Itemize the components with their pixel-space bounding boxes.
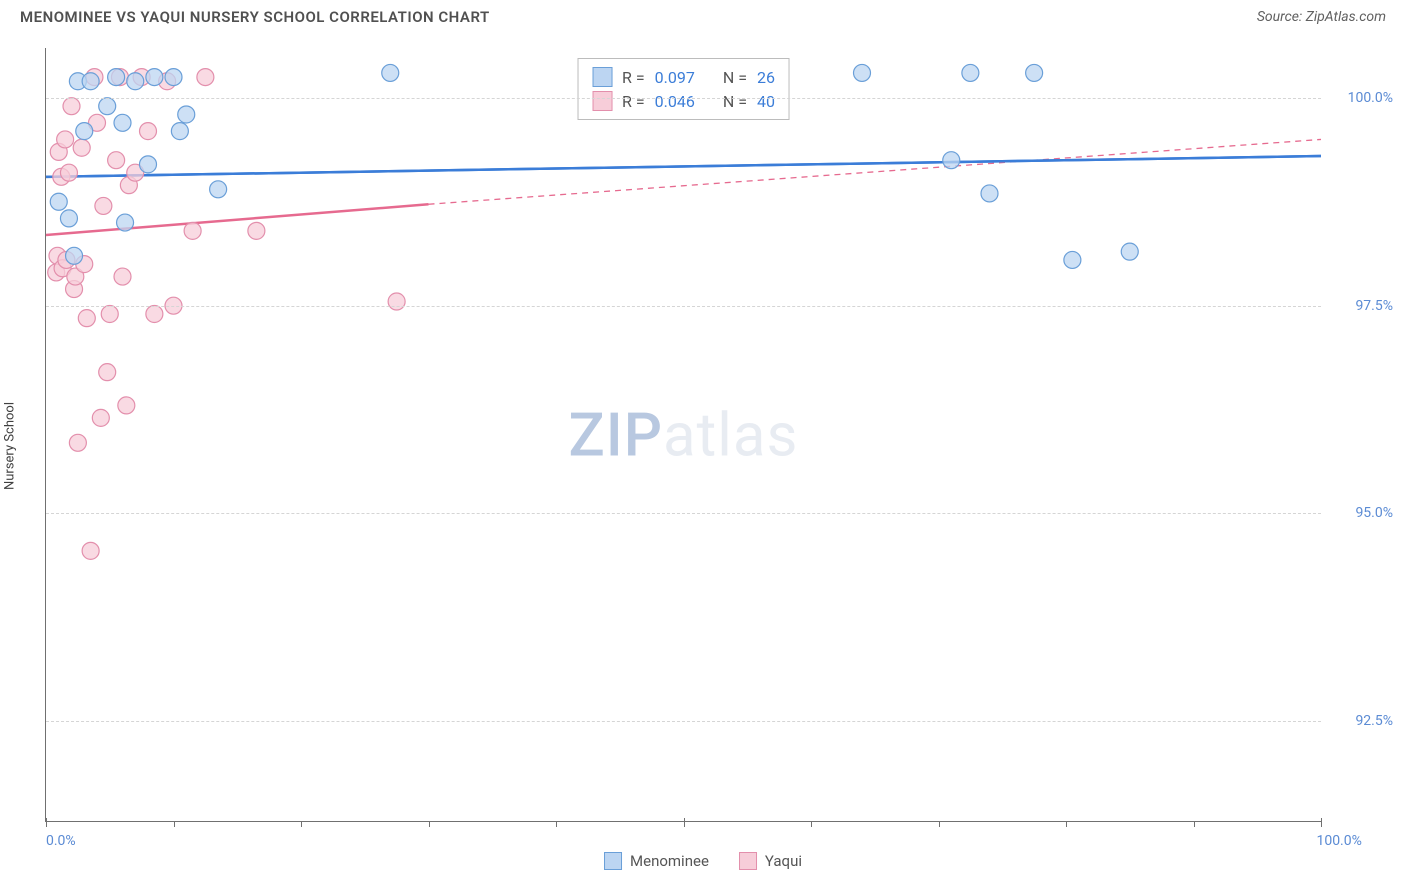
x-tick bbox=[429, 821, 430, 827]
data-point bbox=[82, 542, 99, 559]
legend-swatch bbox=[604, 852, 622, 870]
x-tick bbox=[174, 821, 175, 827]
legend-swatch bbox=[739, 852, 757, 870]
data-point bbox=[127, 73, 144, 90]
gridline-h bbox=[46, 306, 1321, 307]
data-point bbox=[171, 123, 188, 140]
legend-r-label: R = bbox=[622, 92, 645, 111]
data-point bbox=[854, 64, 871, 81]
y-tick-label: 95.0% bbox=[1328, 505, 1393, 521]
data-point bbox=[63, 98, 80, 115]
x-tick bbox=[301, 821, 302, 827]
data-point bbox=[108, 69, 125, 86]
legend-r-value: 0.046 bbox=[655, 92, 695, 111]
legend-n-value: 26 bbox=[757, 68, 775, 87]
data-point bbox=[57, 131, 74, 148]
data-point bbox=[184, 222, 201, 239]
legend-r-label: R = bbox=[622, 68, 645, 87]
data-point bbox=[60, 164, 77, 181]
legend-item: Yaqui bbox=[739, 852, 802, 870]
legend-swatch bbox=[592, 67, 612, 87]
data-point bbox=[50, 193, 67, 210]
legend-n-value: 40 bbox=[757, 92, 775, 111]
data-point bbox=[76, 123, 93, 140]
legend-row: R = 0.046 N = 40 bbox=[592, 89, 775, 113]
y-tick-label: 92.5% bbox=[1328, 713, 1393, 729]
correlation-legend: R = 0.097 N = 26 R = 0.046 N = 40 bbox=[577, 58, 790, 120]
x-tick bbox=[684, 818, 685, 827]
data-point bbox=[118, 397, 135, 414]
data-point bbox=[73, 139, 90, 156]
legend-r-value: 0.097 bbox=[655, 68, 695, 87]
x-tick bbox=[1194, 821, 1195, 827]
trend-line-dash bbox=[429, 139, 1322, 204]
gridline-h bbox=[46, 721, 1321, 722]
x-tick bbox=[811, 821, 812, 827]
data-point bbox=[140, 123, 157, 140]
data-point bbox=[146, 69, 163, 86]
data-point bbox=[101, 305, 118, 322]
data-point bbox=[248, 222, 265, 239]
data-point bbox=[92, 409, 109, 426]
data-point bbox=[99, 364, 116, 381]
data-point bbox=[140, 156, 157, 173]
y-tick-label: 97.5% bbox=[1328, 298, 1393, 314]
data-point bbox=[99, 98, 116, 115]
trend-line bbox=[46, 156, 1321, 177]
gridline-h bbox=[46, 513, 1321, 514]
legend-label: Menominee bbox=[630, 852, 709, 870]
x-tick bbox=[1321, 818, 1322, 827]
y-axis-label: Nursery School bbox=[3, 402, 18, 490]
legend-item: Menominee bbox=[604, 852, 709, 870]
x-tick bbox=[556, 821, 557, 827]
legend-row: R = 0.097 N = 26 bbox=[592, 65, 775, 89]
gridline-h bbox=[46, 98, 1321, 99]
data-point bbox=[146, 305, 163, 322]
x-tick bbox=[1066, 821, 1067, 827]
chart-title: MENOMINEE VS YAQUI NURSERY SCHOOL CORREL… bbox=[20, 8, 490, 26]
chart-header: MENOMINEE VS YAQUI NURSERY SCHOOL CORREL… bbox=[0, 0, 1406, 32]
data-point bbox=[60, 210, 77, 227]
data-point bbox=[943, 152, 960, 169]
legend-label: Yaqui bbox=[765, 852, 802, 870]
data-point bbox=[1026, 64, 1043, 81]
data-point bbox=[82, 73, 99, 90]
data-point bbox=[114, 114, 131, 131]
legend-n-label: N = bbox=[723, 92, 747, 111]
x-tick bbox=[46, 818, 47, 827]
y-tick-label: 100.0% bbox=[1328, 90, 1393, 106]
legend-swatch bbox=[592, 91, 612, 111]
data-point bbox=[1064, 251, 1081, 268]
x-tick-label-right: 100.0% bbox=[1316, 833, 1361, 849]
data-point bbox=[117, 214, 134, 231]
data-point bbox=[382, 64, 399, 81]
data-point bbox=[981, 185, 998, 202]
chart-source: Source: ZipAtlas.com bbox=[1257, 9, 1386, 25]
data-point bbox=[165, 69, 182, 86]
scatter-svg bbox=[46, 48, 1321, 821]
data-point bbox=[210, 181, 227, 198]
data-point bbox=[114, 268, 131, 285]
data-point bbox=[78, 310, 95, 327]
data-point bbox=[95, 197, 112, 214]
data-point bbox=[1121, 243, 1138, 260]
data-point bbox=[66, 247, 83, 264]
data-point bbox=[388, 293, 405, 310]
data-point bbox=[197, 69, 214, 86]
data-point bbox=[962, 64, 979, 81]
data-point bbox=[69, 434, 86, 451]
data-point bbox=[178, 106, 195, 123]
legend-n-label: N = bbox=[723, 68, 747, 87]
data-point bbox=[108, 152, 125, 169]
series-legend: Menominee Yaqui bbox=[604, 852, 802, 870]
x-tick bbox=[939, 821, 940, 827]
plot-area: ZIPatlas R =0.097N =26R =0.046N =40 92.5… bbox=[45, 48, 1321, 822]
x-tick-label-left: 0.0% bbox=[46, 833, 76, 849]
